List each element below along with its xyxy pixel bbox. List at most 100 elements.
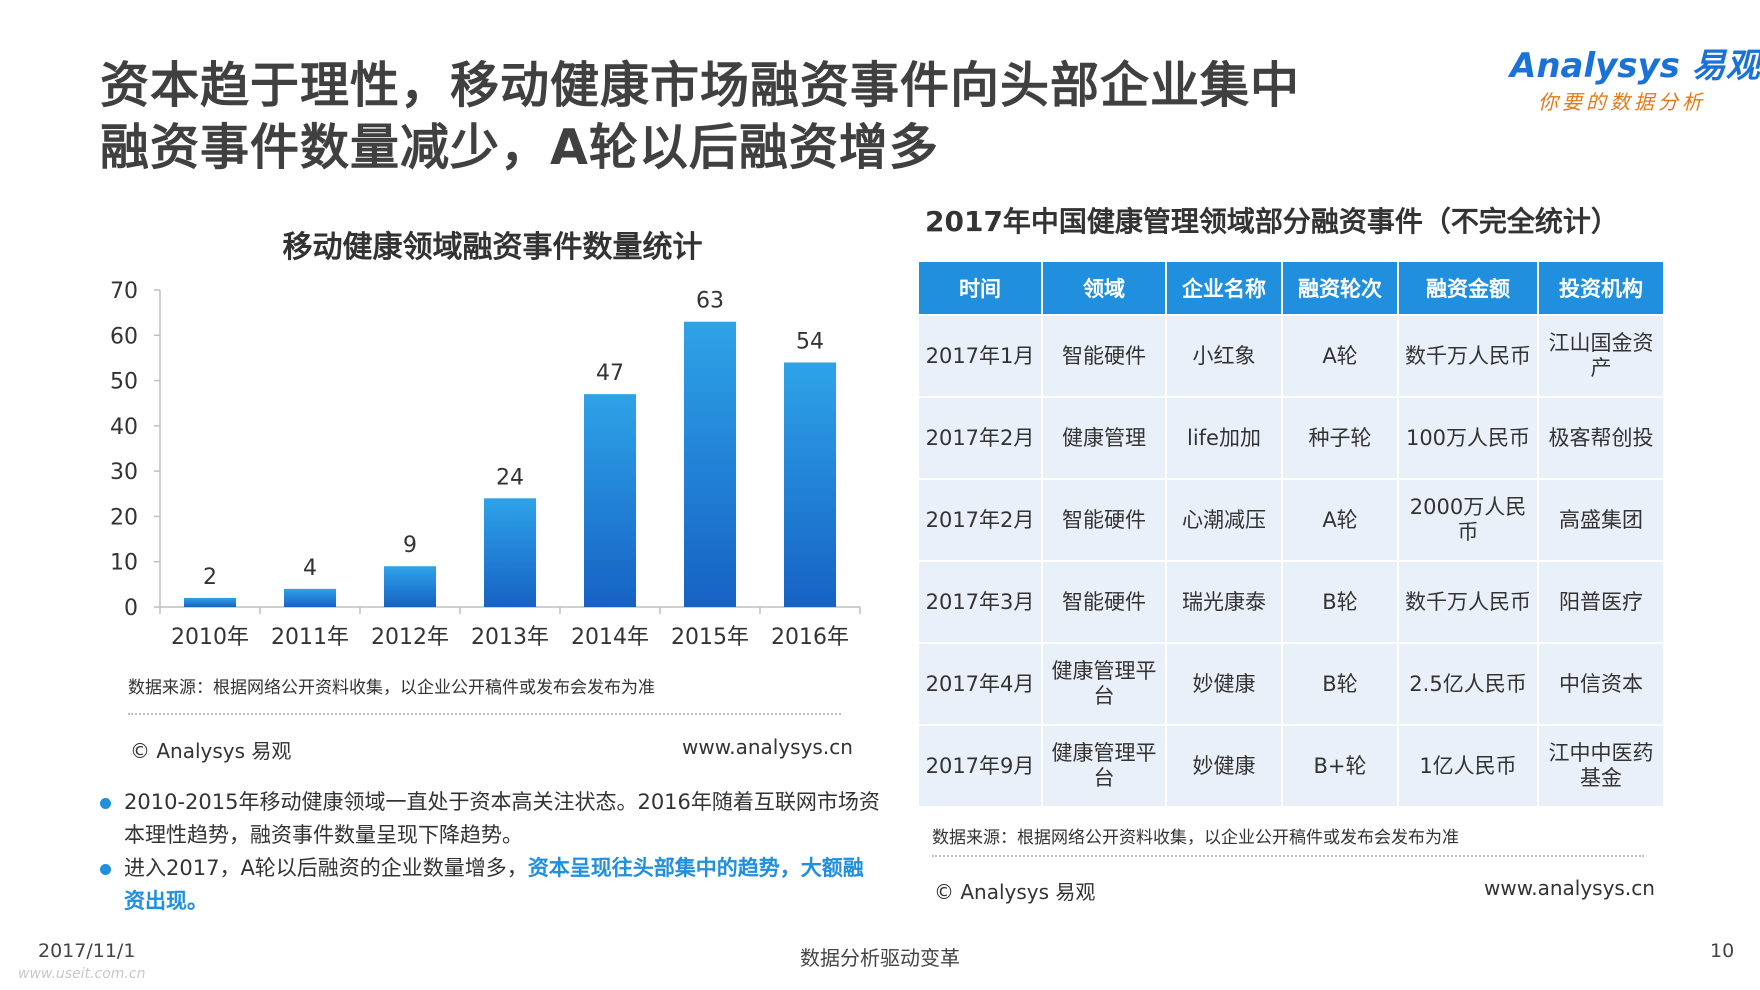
y-tick-label: 70: [110, 279, 138, 304]
col-header-investor: 投资机构: [1539, 262, 1663, 314]
cell-field: 健康管理平台: [1043, 726, 1165, 806]
table-header-row: 时间 领域 企业名称 融资轮次 融资金额 投资机构: [919, 262, 1663, 314]
cell-investor: 极客帮创投: [1539, 398, 1663, 478]
cell-field: 智能硬件: [1043, 316, 1165, 396]
bullet-2: 进入2017，A轮以后融资的企业数量增多，资本呈现往头部集中的趋势，大额融资出现…: [100, 852, 880, 918]
cell-amount: 数千万人民币: [1399, 316, 1537, 396]
cell-round: B轮: [1283, 644, 1397, 724]
bullet-2-text: 进入2017，A轮以后融资的企业数量增多，: [124, 856, 528, 880]
bar-2012年: [384, 566, 436, 607]
table-row: 2017年1月 智能硬件 小红象 A轮 数千万人民币 江山国金资产: [919, 316, 1663, 396]
x-tick-label: 2011年: [271, 625, 349, 650]
cell-round: B轮: [1283, 562, 1397, 642]
data-label: 2: [203, 565, 217, 590]
table-row: 2017年9月 健康管理平台 妙健康 B+轮 1亿人民币 江中中医药基金: [919, 726, 1663, 806]
table-source-note: 数据来源：根据网络公开资料收集，以企业公开稿件或发布会发布为准: [932, 828, 1459, 848]
bar-2014年: [584, 394, 636, 607]
bar-2016年: [784, 362, 836, 607]
cell-round: 种子轮: [1283, 398, 1397, 478]
cell-company: 小红象: [1167, 316, 1281, 396]
footer-date: 2017/11/1: [38, 940, 136, 962]
y-tick-label: 30: [110, 460, 138, 485]
chart-source-note: 数据来源：根据网络公开资料收集，以企业公开稿件或发布会发布为准: [128, 678, 655, 698]
copyright-left: © Analysys 易观: [130, 739, 292, 763]
copyright-right: © Analysys 易观: [934, 880, 1096, 904]
cell-time: 2017年2月: [919, 398, 1041, 478]
url-right: www.analysys.cn: [1484, 876, 1655, 900]
y-tick-label: 60: [110, 324, 138, 349]
dotted-divider-right: [932, 855, 1644, 857]
analysys-logo: Analysys 易观: [1510, 46, 1760, 86]
table-row: 2017年2月 智能硬件 心潮减压 A轮 2000万人民币 高盛集团: [919, 480, 1663, 560]
bar-chart: 0 10 20 30 40 50 60 70 2 2010年 4 2011年 9 2012年 24 2013年…: [110, 279, 861, 650]
cell-round: A轮: [1283, 480, 1397, 560]
cell-company: 妙健康: [1167, 726, 1281, 806]
cell-investor: 江山国金资产: [1539, 316, 1663, 396]
bullet-1: 2010-2015年移动健康领域一直处于资本高关注状态。2016年随着互联网市场…: [100, 786, 880, 852]
cell-investor: 阳普医疗: [1539, 562, 1663, 642]
cell-amount: 1亿人民币: [1399, 726, 1537, 806]
cell-investor: 高盛集团: [1539, 480, 1663, 560]
cell-time: 2017年3月: [919, 562, 1041, 642]
y-tick-label: 0: [124, 596, 138, 621]
cell-company: life加加: [1167, 398, 1281, 478]
y-tick-label: 20: [110, 505, 138, 530]
dotted-divider-left: [128, 713, 841, 715]
cell-investor: 中信资本: [1539, 644, 1663, 724]
col-header-time: 时间: [919, 262, 1041, 314]
table-row: 2017年2月 健康管理 life加加 种子轮 100万人民币 极客帮创投: [919, 398, 1663, 478]
data-label: 63: [696, 289, 724, 314]
cell-field: 智能硬件: [1043, 480, 1165, 560]
x-tick-label: 2012年: [371, 625, 449, 650]
table-row: 2017年4月 健康管理平台 妙健康 B轮 2.5亿人民币 中信资本: [919, 644, 1663, 724]
cell-company: 妙健康: [1167, 644, 1281, 724]
cell-field: 健康管理平台: [1043, 644, 1165, 724]
cell-time: 2017年1月: [919, 316, 1041, 396]
cell-field: 健康管理: [1043, 398, 1165, 478]
col-header-round: 融资轮次: [1283, 262, 1397, 314]
y-tick-label: 40: [110, 415, 138, 440]
col-header-field: 领域: [1043, 262, 1165, 314]
page-title-line-1: 资本趋于理性，移动健康市场融资事件向头部企业集中: [100, 57, 1301, 114]
cell-amount: 100万人民币: [1399, 398, 1537, 478]
page-number: 10: [1710, 940, 1735, 962]
table-row: 2017年3月 智能硬件 瑞光康泰 B轮 数千万人民币 阳普医疗: [919, 562, 1663, 642]
col-header-amount: 融资金额: [1399, 262, 1537, 314]
cell-time: 2017年4月: [919, 644, 1041, 724]
cell-company: 瑞光康泰: [1167, 562, 1281, 642]
financing-events-table: 时间 领域 企业名称 融资轮次 融资金额 投资机构 2017年1月 智能硬件 小…: [917, 260, 1665, 808]
cell-time: 2017年9月: [919, 726, 1041, 806]
cell-time: 2017年2月: [919, 480, 1041, 560]
cell-company: 心潮减压: [1167, 480, 1281, 560]
data-label: 9: [403, 533, 417, 558]
col-header-company: 企业名称: [1167, 262, 1281, 314]
bar-2011年: [284, 588, 336, 607]
x-tick-label: 2013年: [471, 625, 549, 650]
x-tick-label: 2016年: [771, 625, 849, 650]
cell-amount: 2000万人民币: [1399, 480, 1537, 560]
x-tick-label: 2010年: [171, 625, 249, 650]
y-tick-label: 10: [110, 551, 138, 576]
bar-2010年: [184, 597, 236, 607]
cell-round: B+轮: [1283, 726, 1397, 806]
chart-title: 移动健康领域融资事件数量统计: [282, 230, 703, 265]
bar-2013年: [484, 498, 536, 607]
cell-investor: 江中中医药基金: [1539, 726, 1663, 806]
summary-bullets: 2010-2015年移动健康领域一直处于资本高关注状态。2016年随着互联网市场…: [100, 786, 880, 918]
footer-slogan: 数据分析驱动变革: [800, 946, 960, 970]
x-tick-label: 2015年: [671, 625, 749, 650]
cell-amount: 2.5亿人民币: [1399, 644, 1537, 724]
page-title-line-2: 融资事件数量减少，A轮以后融资增多: [100, 119, 939, 176]
url-left: www.analysys.cn: [682, 735, 853, 759]
data-label: 4: [303, 556, 317, 581]
watermark-url: www.useit.com.cn: [18, 966, 146, 982]
cell-round: A轮: [1283, 316, 1397, 396]
bar-2015年: [684, 321, 736, 607]
y-tick-label: 50: [110, 370, 138, 395]
data-label: 24: [496, 465, 524, 490]
x-tick-label: 2014年: [571, 625, 649, 650]
cell-field: 智能硬件: [1043, 562, 1165, 642]
bullet-2-highlight: 资本呈现往头部集中的趋势，大额融资出现。: [124, 856, 864, 913]
logo-tagline: 你要的数据分析: [1538, 90, 1706, 114]
data-label: 47: [596, 361, 624, 386]
